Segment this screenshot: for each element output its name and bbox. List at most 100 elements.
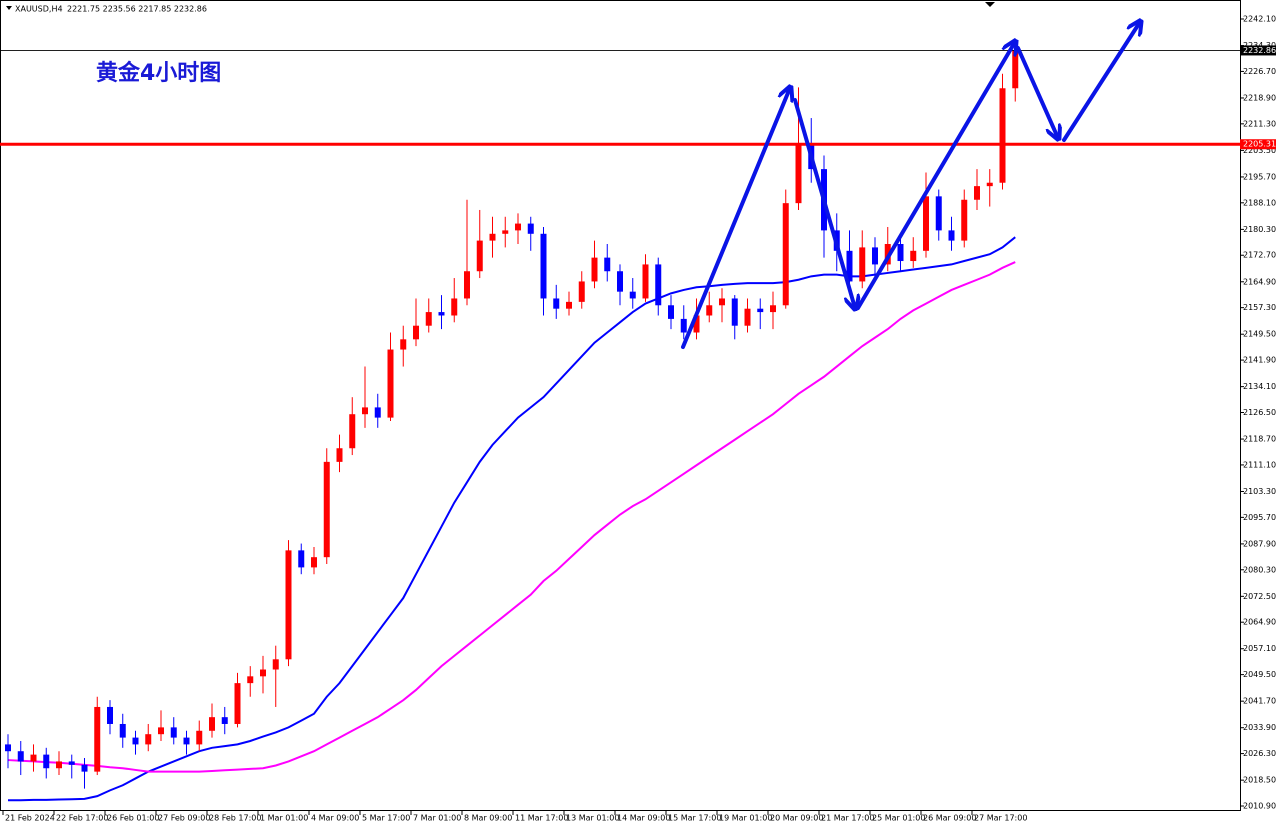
candle-body <box>923 196 929 251</box>
candle-body <box>668 305 674 319</box>
annotation-arrows <box>681 22 1140 349</box>
candle-body <box>107 706 113 724</box>
candle-body <box>859 247 866 282</box>
candle-body <box>170 727 177 738</box>
price-tag-label: 2205.31 <box>1243 140 1276 149</box>
y-tick-label: 2111.10 <box>1243 460 1276 469</box>
y-tick-label: 2072.50 <box>1243 592 1276 601</box>
plot-border <box>0 0 1241 811</box>
candle-body <box>731 298 738 326</box>
candle-body <box>719 298 725 306</box>
x-tick-label: 8 Mar 09:00 <box>464 814 512 823</box>
x-tick-label: 28 Feb 17:00 <box>209 814 261 823</box>
candle-body <box>285 550 292 660</box>
candle-body <box>145 734 152 745</box>
y-tick-label: 2242.10 <box>1243 14 1276 23</box>
candle-body <box>349 414 356 449</box>
y-tick-label: 2226.70 <box>1243 67 1276 76</box>
x-tick-label: 20 Mar 09:00 <box>770 814 823 823</box>
current-price-label: 2232.86 <box>1243 46 1276 55</box>
candle-body <box>961 199 968 241</box>
candle-body <box>540 233 547 299</box>
candle-body <box>30 754 37 762</box>
candle-body <box>336 448 343 462</box>
y-tick-label: 2157.30 <box>1243 303 1276 312</box>
candle-body <box>948 230 955 241</box>
candle-body <box>81 764 88 772</box>
scroll-marker <box>985 2 995 7</box>
candle-body <box>489 233 496 241</box>
x-tick-label: 27 Mar 17:00 <box>974 814 1027 823</box>
arrow <box>1062 22 1140 142</box>
arrow <box>681 88 790 349</box>
y-tick-label: 2041.70 <box>1243 697 1276 706</box>
y-tick-label: 2149.50 <box>1243 330 1276 339</box>
candle-body <box>974 186 980 200</box>
menu-icon <box>6 6 12 10</box>
candle-body <box>43 754 50 769</box>
x-tick-label: 1 Mar 01:00 <box>260 814 308 823</box>
candle-body <box>566 301 572 309</box>
arrow <box>793 98 855 308</box>
candle-body <box>374 407 381 418</box>
candle-body <box>260 669 266 677</box>
candle-body <box>234 683 241 724</box>
y-tick-label: 2134.10 <box>1243 382 1276 391</box>
y-tick-label: 2126.50 <box>1243 408 1276 417</box>
candle-body <box>94 706 101 772</box>
y-tick-label: 2103.30 <box>1243 487 1276 496</box>
x-tick-label: 27 Feb 09:00 <box>158 814 210 823</box>
y-tick-label: 2095.70 <box>1243 513 1276 522</box>
y-tick-label: 2118.70 <box>1243 435 1276 444</box>
y-tick-label: 2141.90 <box>1243 356 1276 365</box>
candle-body <box>986 182 993 187</box>
current-price-tag <box>1240 45 1276 56</box>
x-tick-label: 5 Mar 17:00 <box>362 814 410 823</box>
candle-body <box>196 730 203 745</box>
y-tick-label: 2188.10 <box>1243 198 1276 207</box>
y-tick-label: 2026.30 <box>1243 749 1276 758</box>
candle-body <box>846 250 853 282</box>
x-tick-label: 13 Mar 01:00 <box>566 814 619 823</box>
candle-body <box>757 308 764 313</box>
candle-body <box>464 271 470 299</box>
x-tick-label: 7 Mar 01:00 <box>413 814 461 823</box>
candle-body <box>502 230 509 234</box>
x-tick-label: 19 Mar 01:00 <box>719 814 772 823</box>
y-tick-label: 2087.90 <box>1243 539 1276 548</box>
candle-body <box>604 257 611 272</box>
candle-body <box>897 244 904 262</box>
candle-body <box>744 308 751 326</box>
chart-title: 黄金4小时图 <box>96 60 221 86</box>
candle-body <box>362 407 368 415</box>
y-tick-label: 2218.90 <box>1243 93 1276 102</box>
y-tick-label: 2203.50 <box>1243 146 1276 155</box>
candle-body <box>1012 50 1019 89</box>
candle-body <box>132 737 139 745</box>
candle-body <box>642 264 649 299</box>
candle-body <box>183 737 190 745</box>
y-tick-label: 2195.70 <box>1243 172 1276 181</box>
ohlc: 2221.75 2235.56 2217.85 2232.86 <box>67 5 207 14</box>
arrow <box>1016 46 1058 138</box>
candle-body <box>68 761 75 765</box>
y-tick-label: 2010.90 <box>1243 802 1276 811</box>
arrow <box>856 42 1015 310</box>
candle-body <box>553 298 560 309</box>
candle-body <box>935 196 942 231</box>
symbol: XAUUSD,H4 <box>15 5 63 14</box>
candle-body <box>425 312 432 326</box>
candle-body <box>438 312 445 316</box>
candle-body <box>272 659 279 670</box>
y-tick-label: 2180.30 <box>1243 225 1276 234</box>
candle-body <box>158 727 164 735</box>
x-tick-label: 15 Mar 17:00 <box>668 814 721 823</box>
candle-body <box>617 271 623 292</box>
x-tick-label: 26 Mar 09:00 <box>923 814 976 823</box>
candle-body <box>999 88 1006 183</box>
x-tick-label: 21 Mar 17:00 <box>821 814 874 823</box>
candle-body <box>476 240 483 272</box>
x-tick-label: 26 Feb 01:00 <box>107 814 159 823</box>
